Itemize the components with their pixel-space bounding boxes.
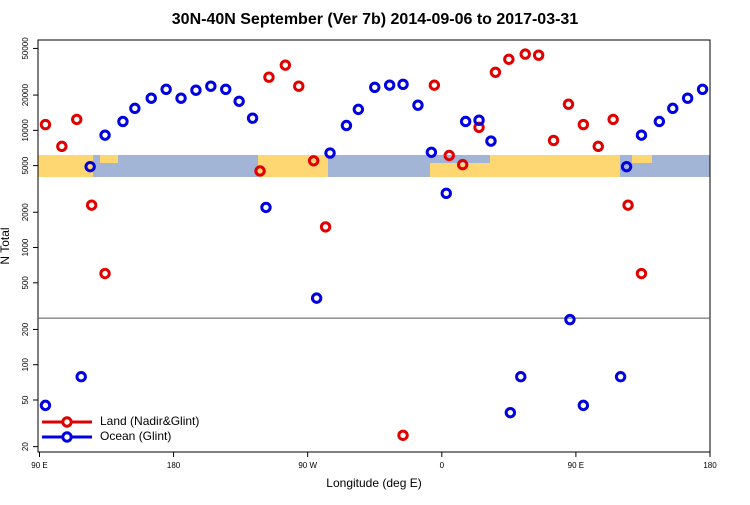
land-band (38, 155, 93, 177)
x-tick-label: 180 (167, 461, 181, 470)
point (614, 371, 627, 383)
point (293, 80, 305, 92)
point (592, 140, 604, 153)
point (667, 102, 679, 115)
point (233, 95, 245, 107)
point (75, 371, 87, 383)
point (260, 201, 272, 214)
land-band (100, 155, 118, 163)
point (160, 83, 172, 95)
y-tick-label: 10000 (21, 119, 30, 142)
point (503, 53, 515, 65)
point (635, 129, 648, 141)
point (681, 92, 694, 104)
y-tick-label: 100 (21, 358, 30, 372)
point (515, 371, 527, 383)
point (279, 59, 292, 71)
point (145, 92, 157, 104)
point (39, 118, 52, 131)
point (220, 83, 232, 95)
point (440, 187, 452, 200)
land-band (632, 155, 652, 163)
y-tick-label: 20 (21, 442, 30, 451)
point (485, 135, 497, 147)
point (696, 83, 709, 95)
point (190, 84, 202, 96)
x-tick-label: 0 (440, 461, 445, 470)
point (71, 113, 83, 126)
y-tick-label: 200 (21, 322, 30, 336)
y-tick-label: 1000 (21, 238, 30, 256)
point (428, 79, 441, 91)
x-tick-label: 90 W (298, 461, 317, 470)
point (562, 98, 575, 110)
land-band (430, 163, 490, 177)
point (547, 134, 560, 147)
point (352, 103, 365, 116)
point (532, 49, 545, 61)
point (369, 81, 381, 93)
y-tick-label: 5000 (21, 156, 30, 174)
point (310, 292, 323, 304)
y-tick-label: 2000 (21, 203, 30, 221)
point (324, 147, 336, 159)
legend: Land (Nadir&Glint)Ocean (Glint) (42, 414, 199, 443)
point (99, 267, 111, 280)
point (56, 140, 68, 153)
point (84, 160, 96, 173)
point (175, 92, 187, 104)
point (489, 66, 502, 78)
point (456, 158, 469, 171)
point (519, 48, 531, 60)
point (263, 71, 275, 83)
point (397, 78, 409, 91)
y-tick-label: 500 (21, 276, 30, 290)
x-tick-label: 90 E (31, 461, 47, 470)
legend-label: Ocean (Glint) (100, 429, 171, 443)
point (307, 155, 320, 167)
point (383, 79, 396, 91)
y-tick-label: 50000 (21, 37, 30, 60)
point (129, 102, 141, 115)
point (246, 112, 259, 124)
point (117, 115, 129, 128)
point (635, 267, 648, 280)
point (577, 118, 590, 131)
x-tick-label: 180 (703, 461, 717, 470)
legend-label: Land (Nadir&Glint) (100, 414, 199, 428)
point (39, 399, 52, 412)
point (577, 399, 590, 412)
point (340, 119, 353, 132)
point (254, 165, 266, 177)
point (425, 146, 438, 158)
x-tick-label: 90 E (568, 461, 584, 470)
y-tick-label: 50 (21, 395, 30, 404)
plot-frame (37, 39, 711, 453)
land-band (490, 155, 620, 177)
point (397, 429, 409, 441)
point (564, 313, 576, 326)
point (412, 99, 424, 111)
chart-title: 30N-40N September (Ver 7b) 2014-09-06 to… (172, 11, 579, 28)
point (443, 149, 455, 162)
point (653, 115, 666, 128)
point (205, 80, 217, 92)
map-band (38, 155, 710, 177)
legend-marker (61, 431, 73, 443)
point (607, 113, 619, 126)
y-axis-label: N Total (0, 227, 12, 264)
point (622, 199, 634, 211)
point (504, 406, 517, 419)
point (473, 114, 485, 126)
legend-marker (61, 416, 73, 428)
point (319, 221, 332, 233)
x-axis-label: Longitude (deg E) (326, 476, 421, 490)
point (620, 160, 633, 173)
y-tick-label: 20000 (21, 83, 30, 106)
point (459, 115, 472, 128)
point (99, 129, 111, 141)
point (85, 199, 98, 211)
